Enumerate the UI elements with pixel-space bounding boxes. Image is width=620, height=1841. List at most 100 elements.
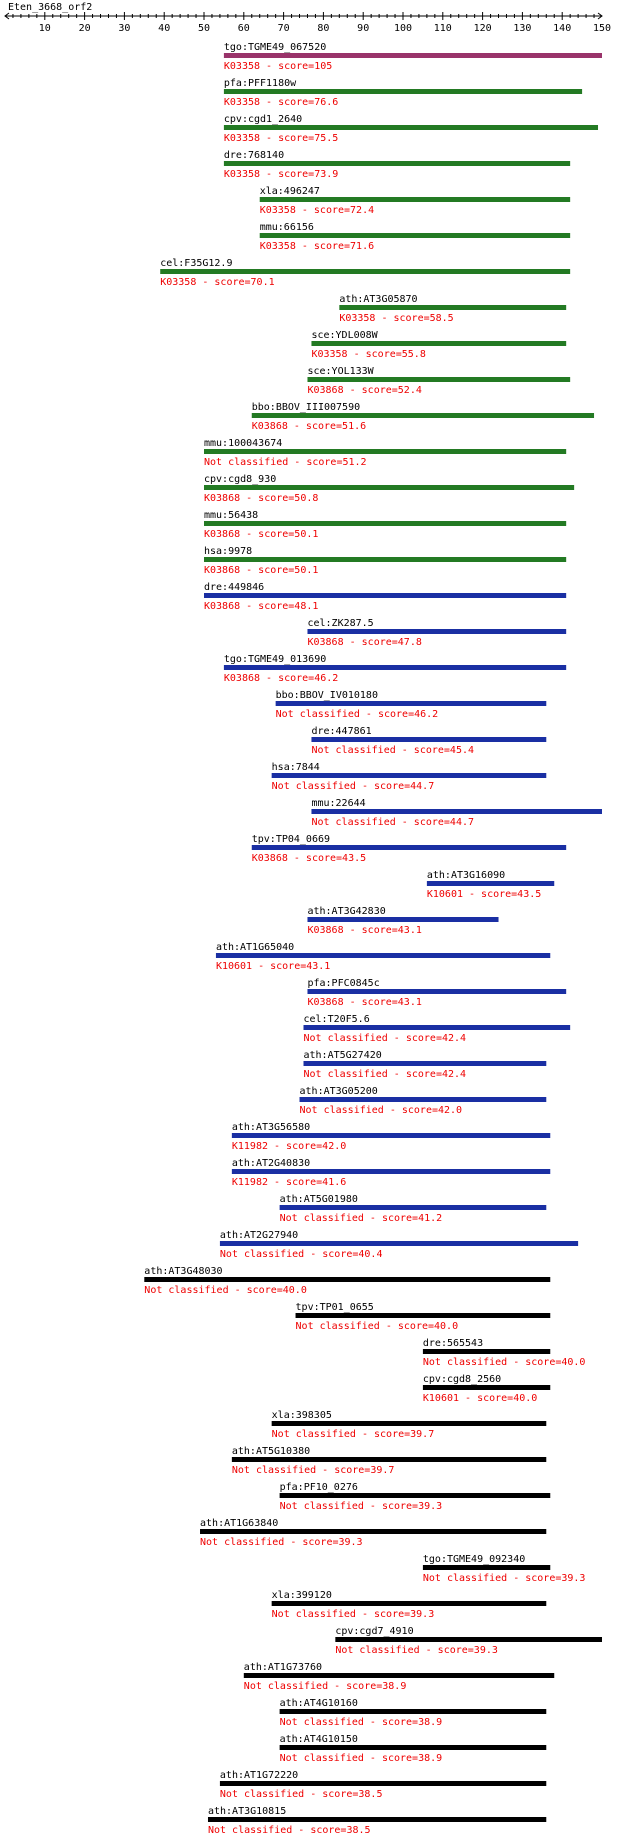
hit-annotation[interactable]: K03868 - score=50.1 [204, 529, 318, 540]
hit-name[interactable]: dre:447861 [311, 726, 371, 737]
hit-annotation[interactable]: K10601 - score=40.0 [423, 1393, 537, 1404]
hit-annotation[interactable]: Not classified - score=40.4 [220, 1249, 383, 1260]
hit-annotation[interactable]: Not classified - score=44.7 [272, 781, 435, 792]
hit-annotation[interactable]: Not classified - score=40.0 [296, 1321, 459, 1332]
hit-annotation[interactable]: Not classified - score=42.4 [304, 1069, 467, 1080]
hit-annotation[interactable]: Not classified - score=45.4 [311, 745, 474, 756]
hit-name[interactable]: hsa:7844 [272, 762, 320, 773]
hit-name[interactable]: ath:AT3G05870 [339, 294, 417, 305]
hit-annotation[interactable]: K03358 - score=75.5 [224, 133, 338, 144]
hit-annotation[interactable]: K03868 - score=51.6 [252, 421, 366, 432]
hit-annotation[interactable]: Not classified - score=39.3 [423, 1573, 586, 1584]
hit-name[interactable]: cpv:cgd7_4910 [335, 1626, 413, 1637]
hit-annotation[interactable]: K03358 - score=71.6 [260, 241, 374, 252]
hit-name[interactable]: mmu:66156 [260, 222, 314, 233]
hit-annotation[interactable]: K03358 - score=70.1 [160, 277, 274, 288]
hit-name[interactable]: ath:AT1G63840 [200, 1518, 278, 1529]
hit-name[interactable]: cel:F35G12.9 [160, 258, 232, 269]
hit-name[interactable]: sce:YDL008W [311, 330, 378, 341]
hit-annotation[interactable]: Not classified - score=42.0 [300, 1105, 463, 1116]
hit-name[interactable]: cpv:cgd8_2560 [423, 1374, 501, 1385]
hit-name[interactable]: ath:AT5G10380 [232, 1446, 310, 1457]
hit-annotation[interactable]: K11982 - score=41.6 [232, 1177, 346, 1188]
hit-annotation[interactable]: Not classified - score=39.3 [272, 1609, 435, 1620]
hit-annotation[interactable]: K03358 - score=73.9 [224, 169, 338, 180]
hit-name[interactable]: pfa:PF10_0276 [280, 1482, 358, 1493]
hit-name[interactable]: ath:AT1G72220 [220, 1770, 298, 1781]
hit-annotation[interactable]: K03868 - score=50.1 [204, 565, 318, 576]
hit-name[interactable]: ath:AT3G48030 [144, 1266, 222, 1277]
hit-annotation[interactable]: Not classified - score=40.0 [144, 1285, 307, 1296]
hit-annotation[interactable]: Not classified - score=40.0 [423, 1357, 586, 1368]
hit-name[interactable]: mmu:22644 [311, 798, 365, 809]
hit-annotation[interactable]: Not classified - score=44.7 [311, 817, 474, 828]
hit-name[interactable]: sce:YOL133W [307, 366, 374, 377]
hit-name[interactable]: ath:AT5G01980 [280, 1194, 358, 1205]
hit-name[interactable]: ath:AT4G10150 [280, 1734, 358, 1745]
hit-name[interactable]: cel:ZK287.5 [307, 618, 373, 629]
hit-name[interactable]: ath:AT2G40830 [232, 1158, 310, 1169]
hit-name[interactable]: ath:AT5G27420 [304, 1050, 382, 1061]
hit-annotation[interactable]: Not classified - score=39.3 [335, 1645, 498, 1656]
hit-name[interactable]: pfa:PFF1180w [224, 78, 297, 89]
hit-annotation[interactable]: Not classified - score=51.2 [204, 457, 367, 468]
hit-annotation[interactable]: K03868 - score=47.8 [307, 637, 421, 648]
hit-annotation[interactable]: Not classified - score=38.9 [280, 1717, 443, 1728]
hit-annotation[interactable]: Not classified - score=38.9 [244, 1681, 407, 1692]
hit-name[interactable]: mmu:56438 [204, 510, 258, 521]
hit-annotation[interactable]: K03868 - score=46.2 [224, 673, 338, 684]
hit-name[interactable]: tgo:TGME49_092340 [423, 1554, 525, 1565]
hit-name[interactable]: ath:AT3G42830 [307, 906, 385, 917]
hit-annotation[interactable]: K03358 - score=76.6 [224, 97, 338, 108]
hit-annotation[interactable]: Not classified - score=46.2 [276, 709, 439, 720]
hit-name[interactable]: dre:449846 [204, 582, 264, 593]
hit-name[interactable]: dre:565543 [423, 1338, 483, 1349]
hit-name[interactable]: cpv:cgd1_2640 [224, 114, 302, 125]
hit-name[interactable]: bbo:BBOV_III007590 [252, 402, 360, 413]
hit-annotation[interactable]: K03358 - score=72.4 [260, 205, 374, 216]
hit-annotation[interactable]: K03868 - score=48.1 [204, 601, 318, 612]
hit-annotation[interactable]: Not classified - score=38.5 [220, 1789, 383, 1800]
hit-annotation[interactable]: Not classified - score=39.3 [200, 1537, 363, 1548]
hit-name[interactable]: xla:398305 [272, 1410, 332, 1421]
hit-annotation[interactable]: K03868 - score=52.4 [307, 385, 421, 396]
hit-annotation[interactable]: K03358 - score=58.5 [339, 313, 453, 324]
hit-annotation[interactable]: Not classified - score=39.7 [272, 1429, 435, 1440]
hit-name[interactable]: dre:768140 [224, 150, 284, 161]
hit-annotation[interactable]: Not classified - score=42.4 [304, 1033, 467, 1044]
hit-name[interactable]: bbo:BBOV_IV010180 [276, 690, 378, 701]
hit-annotation[interactable]: K03868 - score=50.8 [204, 493, 318, 504]
hit-name[interactable]: ath:AT1G73760 [244, 1662, 322, 1673]
hit-name[interactable]: cpv:cgd8_930 [204, 474, 276, 485]
hit-name[interactable]: xla:496247 [260, 186, 320, 197]
hit-name[interactable]: pfa:PFC0845c [307, 978, 379, 989]
hit-name[interactable]: ath:AT2G27940 [220, 1230, 298, 1241]
hit-annotation[interactable]: K03868 - score=43.1 [307, 925, 421, 936]
hit-annotation[interactable]: K10601 - score=43.1 [216, 961, 330, 972]
hit-annotation[interactable]: Not classified - score=38.9 [280, 1753, 443, 1764]
hit-name[interactable]: xla:399120 [272, 1590, 332, 1601]
hit-name[interactable]: hsa:9978 [204, 546, 252, 557]
hit-annotation[interactable]: Not classified - score=38.5 [208, 1825, 371, 1836]
hit-annotation[interactable]: K03358 - score=55.8 [311, 349, 425, 360]
hit-name[interactable]: ath:AT3G10815 [208, 1806, 286, 1817]
hit-name[interactable]: tgo:TGME49_013690 [224, 654, 326, 665]
hit-annotation[interactable]: K11982 - score=42.0 [232, 1141, 346, 1152]
hit-name[interactable]: mmu:100043674 [204, 438, 282, 449]
hit-name[interactable]: ath:AT3G56580 [232, 1122, 310, 1133]
hit-annotation[interactable]: K03868 - score=43.5 [252, 853, 366, 864]
hit-annotation[interactable]: K10601 - score=43.5 [427, 889, 541, 900]
hit-annotation[interactable]: K03868 - score=43.1 [307, 997, 421, 1008]
hit-name[interactable]: tpv:TP01_0655 [296, 1302, 374, 1313]
hit-name[interactable]: tpv:TP04_0669 [252, 834, 330, 845]
hit-name[interactable]: ath:AT3G16090 [427, 870, 505, 881]
hit-annotation[interactable]: Not classified - score=39.7 [232, 1465, 395, 1476]
hit-annotation[interactable]: Not classified - score=41.2 [280, 1213, 443, 1224]
hit-annotation[interactable]: K03358 - score=105 [224, 61, 332, 72]
hit-name[interactable]: ath:AT4G10160 [280, 1698, 358, 1709]
hit-annotation[interactable]: Not classified - score=39.3 [280, 1501, 443, 1512]
hit-name[interactable]: ath:AT1G65040 [216, 942, 294, 953]
hit-name[interactable]: tgo:TGME49_067520 [224, 42, 326, 53]
hit-name[interactable]: ath:AT3G05200 [300, 1086, 378, 1097]
hit-name[interactable]: cel:T20F5.6 [304, 1014, 370, 1025]
